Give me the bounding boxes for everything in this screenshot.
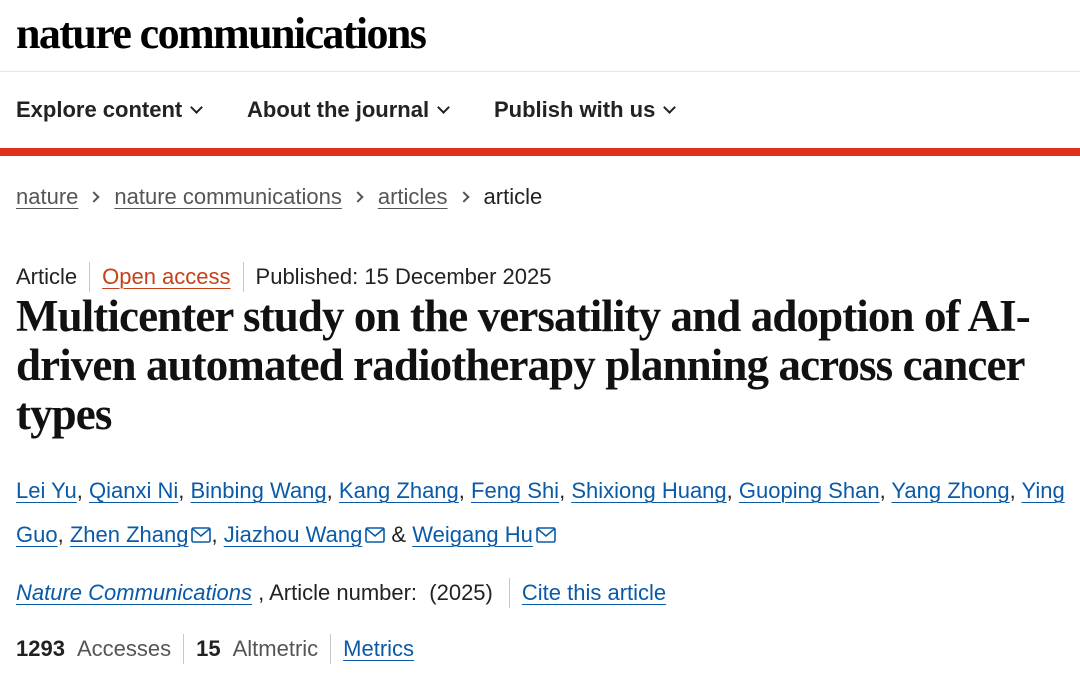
author-link[interactable]: Zhen Zhang bbox=[69, 522, 189, 547]
author-link[interactable]: Ying Guo bbox=[16, 478, 1065, 547]
author-link[interactable]: Qianxi Ni bbox=[89, 478, 179, 503]
cite-this-article-link[interactable]: Cite this article bbox=[521, 580, 667, 605]
nav-explore-content[interactable]: Explore content bbox=[16, 97, 204, 123]
author-separator: , bbox=[211, 522, 224, 547]
author-link[interactable]: Jiazhou Wang bbox=[223, 522, 363, 547]
article-metrics: 1293 Accesses 15 Altmetric Metrics bbox=[16, 634, 414, 664]
chevron-down-icon bbox=[663, 100, 677, 114]
nav-label: Explore content bbox=[16, 97, 183, 122]
article-type: Article bbox=[16, 264, 78, 289]
author-link[interactable]: Kang Zhang bbox=[338, 478, 459, 503]
author-separator: , bbox=[178, 478, 191, 503]
main-nav: Explore content About the journal Publis… bbox=[0, 73, 1080, 148]
author-separator: , bbox=[879, 478, 892, 503]
mail-icon[interactable] bbox=[191, 527, 212, 543]
author-separator: , bbox=[326, 478, 339, 503]
accent-divider bbox=[0, 148, 1080, 156]
author-separator: , bbox=[458, 478, 472, 503]
open-access-link[interactable]: Open access bbox=[102, 264, 231, 289]
article-number: , Article number: (2025) bbox=[251, 580, 493, 605]
chevron-right-icon bbox=[457, 191, 470, 203]
author-link[interactable]: Weigang Hu bbox=[412, 522, 533, 547]
author-link[interactable]: Binbing Wang bbox=[190, 478, 327, 503]
author-list: Lei Yu, Qianxi Ni, Binbing Wang, Kang Zh… bbox=[16, 469, 1066, 557]
chevron-down-icon bbox=[437, 100, 450, 114]
breadcrumb: nature nature communications articles ar… bbox=[16, 184, 542, 210]
accesses-count: 1293 bbox=[16, 636, 65, 661]
altmetric-score: 15 bbox=[196, 636, 221, 661]
author-separator: , bbox=[1009, 478, 1022, 503]
divider bbox=[242, 262, 244, 292]
journal-link[interactable]: Nature Communications bbox=[16, 580, 252, 605]
citation-line: Nature Communications , Article number: … bbox=[16, 578, 666, 608]
mail-icon[interactable] bbox=[365, 527, 386, 543]
chevron-right-icon bbox=[88, 191, 101, 203]
author-link[interactable]: Lei Yu bbox=[16, 478, 77, 503]
author-link[interactable]: Feng Shi bbox=[471, 478, 560, 503]
divider bbox=[330, 634, 332, 664]
nav-about-journal[interactable]: About the journal bbox=[247, 97, 450, 123]
author-separator: , bbox=[559, 478, 572, 503]
breadcrumb-current: article bbox=[483, 184, 543, 209]
nav-label: Publish with us bbox=[494, 97, 656, 122]
breadcrumb-articles[interactable]: articles bbox=[377, 184, 448, 209]
metrics-link[interactable]: Metrics bbox=[343, 636, 415, 661]
site-logo[interactable]: nature communications bbox=[16, 9, 427, 58]
article-title: Multicenter study on the versatility and… bbox=[16, 291, 1031, 439]
author-link[interactable]: Shixiong Huang bbox=[571, 478, 727, 503]
author-separator: & bbox=[385, 522, 413, 547]
author-link[interactable]: Guoping Shan bbox=[738, 478, 880, 503]
author-link[interactable]: Yang Zhong bbox=[891, 478, 1010, 503]
nav-label: About the journal bbox=[247, 97, 430, 122]
author-separator: , bbox=[76, 478, 90, 503]
mail-icon[interactable] bbox=[536, 527, 556, 543]
altmetric-label: Altmetric bbox=[232, 636, 319, 661]
accesses-label: Accesses bbox=[76, 636, 172, 661]
masthead: nature communications bbox=[0, 0, 1080, 72]
divider bbox=[89, 262, 91, 292]
author-separator: , bbox=[57, 522, 70, 547]
chevron-right-icon bbox=[352, 191, 364, 203]
chevron-down-icon bbox=[190, 100, 204, 114]
divider bbox=[183, 634, 185, 664]
published-date: Published: 15 December 2025 bbox=[255, 264, 552, 289]
nav-publish-with-us[interactable]: Publish with us bbox=[494, 97, 677, 123]
article-meta: Article Open access Published: 15 Decemb… bbox=[16, 262, 552, 292]
author-separator: , bbox=[726, 478, 739, 503]
breadcrumb-nature-communications[interactable]: nature communications bbox=[114, 184, 342, 209]
breadcrumb-nature[interactable]: nature bbox=[16, 184, 79, 209]
divider bbox=[508, 578, 510, 608]
